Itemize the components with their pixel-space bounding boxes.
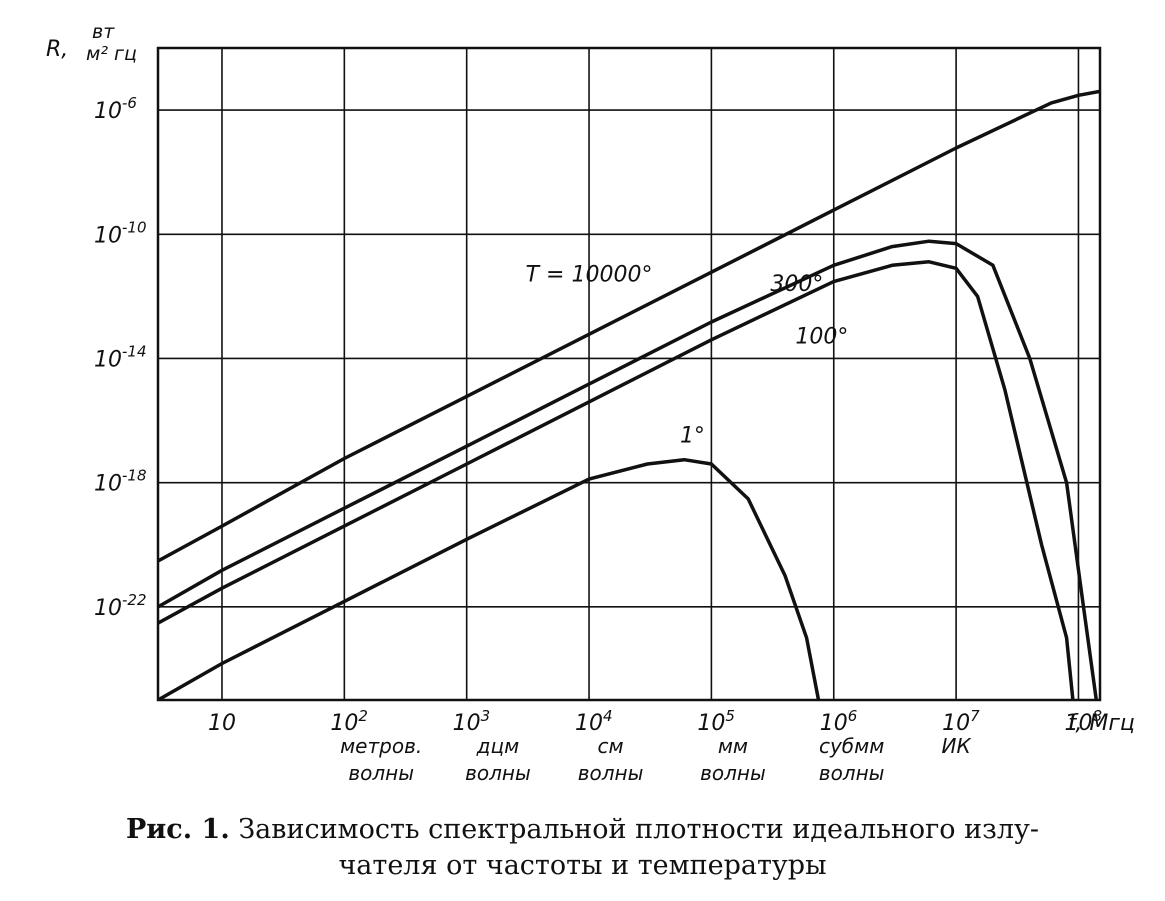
band-label: мм — [718, 734, 748, 758]
series-label: Т = 10000° — [526, 263, 653, 288]
y-tick-label: 10-14 — [94, 342, 147, 372]
caption-number: Рис. 1. — [125, 814, 230, 845]
y-axis-label-var: R, — [46, 37, 68, 62]
caption-line-1: Зависимость спектральной плотности идеал… — [238, 814, 1040, 845]
band-label-2: волны — [578, 761, 644, 785]
band-label: дцм — [476, 734, 520, 758]
band-label-2: волны — [348, 761, 414, 785]
x-tick-label: 102 — [330, 707, 368, 736]
series-labels: Т = 10000° 300° 100° 1° — [526, 263, 849, 449]
y-axis-label-num: вт — [92, 21, 115, 43]
caption-line-2: чателя от частоты и температуры — [338, 850, 827, 881]
x-tick-labels: 10 102 103 104 105 106 107 108 — [208, 707, 1102, 736]
curve-4 — [158, 457, 821, 700]
band-label: см — [598, 734, 624, 758]
x-tick-label: 107 — [942, 707, 980, 736]
x-tick-label: 105 — [697, 707, 735, 736]
series-label: 100° — [795, 325, 848, 350]
spectral-density-chart: 10 102 103 104 105 106 107 108 10-610-1010-1410… — [46, 21, 1135, 785]
grid — [158, 48, 1100, 700]
curve-2 — [158, 239, 1099, 700]
x-tick-label: 103 — [453, 707, 491, 736]
band-label: метров. — [340, 734, 422, 758]
x-tick-label: 10 — [208, 711, 236, 736]
x-tick-label: 106 — [820, 707, 858, 736]
curves — [158, 89, 1100, 700]
band-label-2: волны — [465, 761, 531, 785]
band-label: субмм — [819, 734, 884, 758]
curve-1 — [158, 89, 1100, 563]
y-tick-labels: 10-6 10-10 10-14 10-18 10-22 — [94, 94, 147, 621]
y-axis-label-den: м² гц — [86, 43, 137, 65]
series-label: 300° — [770, 272, 823, 297]
band-label-2: волны — [700, 761, 766, 785]
band-label-2: волны — [819, 761, 885, 785]
x-tick-label: 104 — [575, 707, 613, 736]
x-axis-label: f, Мгц — [1068, 711, 1135, 736]
band-labels: метров. волны дцм волны см волны мм волны субмм в… — [340, 734, 971, 785]
band-label: ИК — [942, 734, 972, 758]
y-tick-label: 10-18 — [94, 467, 147, 497]
y-tick-label: 10-10 — [94, 218, 147, 248]
plot-frame — [156, 46, 1102, 702]
figure-caption: Рис. 1. Зависимость спектральной плотнос… — [0, 812, 1165, 884]
y-tick-label: 10-6 — [94, 94, 137, 124]
y-tick-label: 10-22 — [94, 591, 147, 621]
curve-3 — [158, 260, 1075, 700]
series-label: 1° — [680, 423, 705, 448]
